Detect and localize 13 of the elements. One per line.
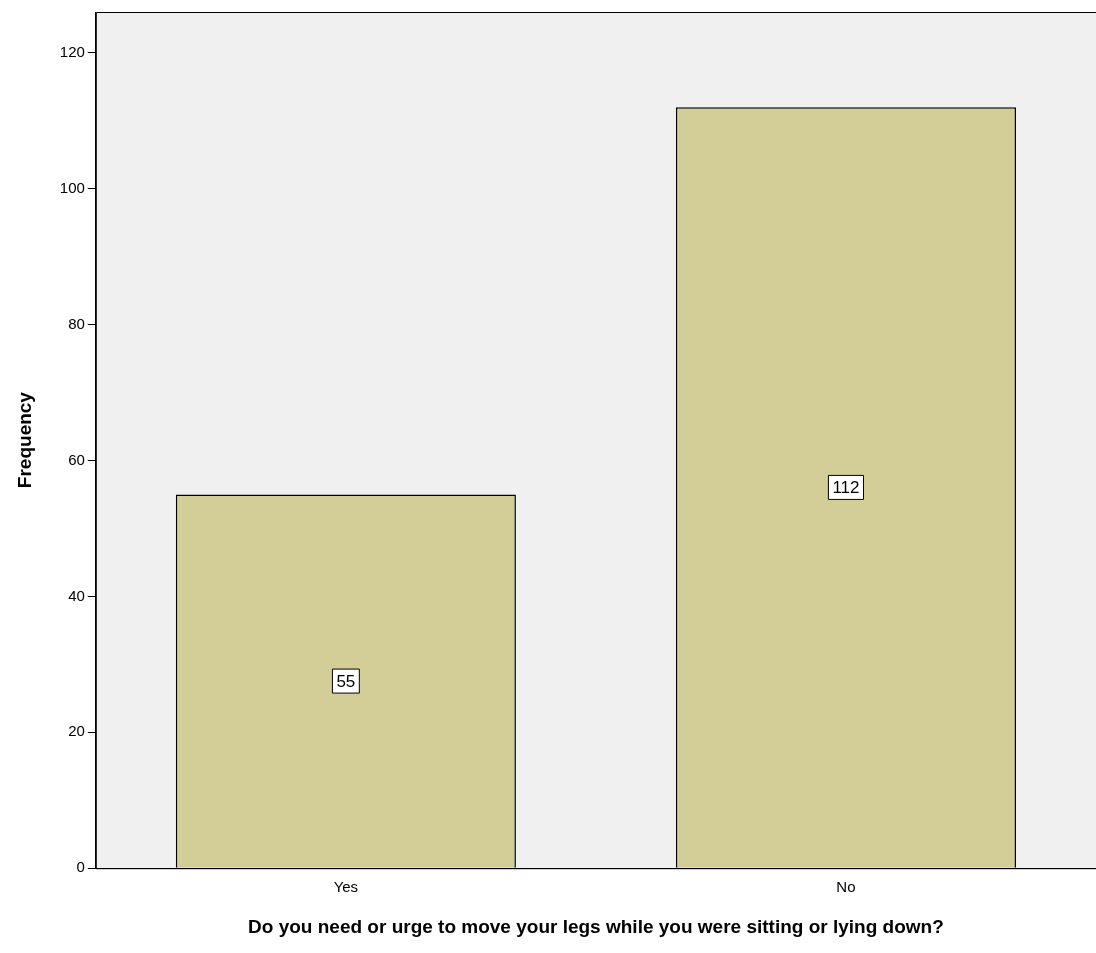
y-tick-label: 40 <box>68 586 85 604</box>
y-tick-label: 20 <box>68 722 85 740</box>
y-tick-label: 120 <box>59 42 85 60</box>
y-tick-label: 100 <box>59 178 85 196</box>
y-tick-label: 0 <box>76 858 85 876</box>
x-axis-title: Do you need or urge to move your legs while you were sitting or lying down? <box>248 915 944 937</box>
y-axis-title: Frequency <box>13 391 35 489</box>
y-tick-label: 60 <box>68 450 85 468</box>
x-tick-label: Yes <box>333 878 359 896</box>
data-label: 55 <box>336 671 356 691</box>
data-label: 112 <box>832 478 860 498</box>
x-tick-label: No <box>836 878 856 896</box>
y-tick-label: 80 <box>68 314 85 332</box>
